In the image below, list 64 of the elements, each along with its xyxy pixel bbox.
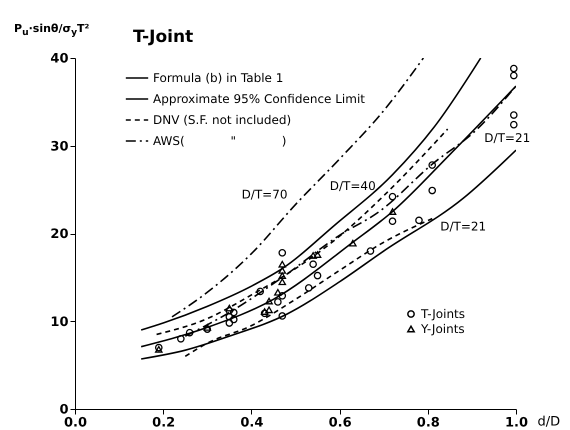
- point: [256, 288, 264, 296]
- point: [274, 288, 282, 296]
- point: [278, 312, 286, 320]
- y-axis-title: P$_{u}$·sinθ/σ$_{y}$T²: [14, 22, 90, 38]
- point: [230, 308, 238, 316]
- y-tick-label: 40: [50, 52, 68, 66]
- y-tick-label: 10: [50, 314, 68, 330]
- point: [265, 298, 273, 304]
- point: [309, 260, 317, 268]
- y-tick-label: 20: [50, 227, 68, 242]
- point: [186, 328, 194, 336]
- annotation: D/T=21: [440, 220, 486, 234]
- legend-label: DNV (S.F. not included): [153, 113, 292, 127]
- point: [260, 308, 268, 315]
- point: [265, 306, 273, 314]
- point: [230, 316, 238, 324]
- point: [510, 72, 518, 80]
- x-tick-label: 0.8: [416, 416, 440, 430]
- x-tick-label: 0.2: [152, 416, 176, 430]
- annotation: D/T=40: [330, 178, 376, 193]
- point: [510, 120, 518, 128]
- x-axis-title: d/D: [538, 414, 560, 430]
- point: [177, 334, 185, 343]
- point: [366, 247, 374, 255]
- point: [428, 161, 436, 169]
- point: [309, 252, 317, 259]
- point: [154, 344, 163, 352]
- chart-title: T-Joint: [133, 27, 194, 47]
- point: [226, 304, 234, 312]
- point: [278, 292, 286, 300]
- legend-label: Approximate 95% Confidence Limit: [153, 92, 366, 106]
- line-series: [140, 149, 516, 360]
- point: [415, 216, 423, 224]
- point: [428, 186, 436, 194]
- point: [388, 192, 396, 200]
- legend-label: T-Joints: [420, 307, 466, 321]
- point: [278, 278, 286, 286]
- point: [304, 284, 313, 292]
- point: [314, 272, 322, 280]
- point: [388, 217, 396, 226]
- point: [278, 260, 286, 268]
- point: [154, 346, 163, 353]
- y-tick-label: 30: [50, 139, 68, 154]
- legend-label: AWS( " ): [153, 134, 286, 148]
- annotation: D/T=21: [484, 130, 530, 145]
- x-tick-label: 0.0: [64, 416, 88, 430]
- point: [226, 319, 234, 327]
- point: [510, 64, 518, 72]
- x-tick-label: 1.0: [504, 416, 528, 430]
- point: [274, 298, 282, 306]
- x-tick-label: 0.4: [240, 416, 264, 430]
- point: [349, 240, 357, 247]
- x-tick-label: 0.6: [328, 416, 352, 430]
- legend-label: Formula (b) in Table 1: [153, 71, 284, 85]
- point: [278, 272, 286, 280]
- point: [388, 208, 396, 215]
- y-tick-label: 0: [59, 402, 68, 418]
- point: [278, 249, 286, 257]
- annotation: D/T=70: [242, 188, 288, 202]
- point: [278, 266, 286, 274]
- point: [510, 111, 518, 119]
- point: [260, 310, 268, 318]
- legend-label: Y-Joints: [420, 322, 465, 336]
- point: [314, 251, 322, 258]
